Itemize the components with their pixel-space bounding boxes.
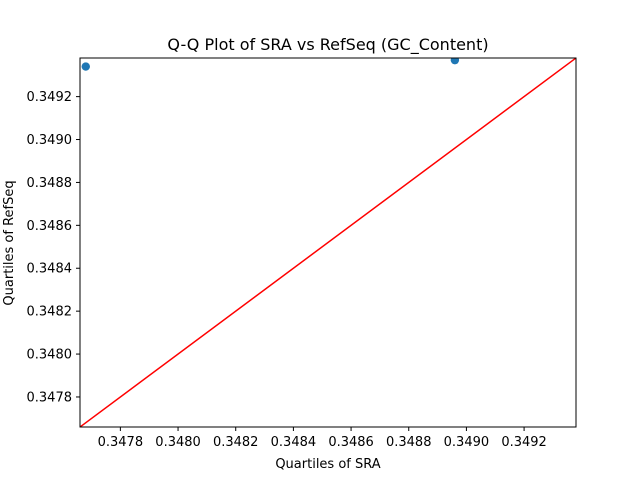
chart-title: Q-Q Plot of SRA vs RefSeq (GC_Content) — [167, 35, 488, 55]
plot-frame — [79, 57, 577, 428]
reference-line — [80, 58, 576, 427]
x-tick-label-8: 0.3492 — [501, 435, 547, 450]
x-tick-label-6: 0.3488 — [386, 435, 432, 450]
y-tick-label-2: 0.3480 — [27, 348, 73, 363]
x-axis-title: Quartiles of SRA — [275, 457, 380, 472]
y-tick-label-7: 0.3490 — [27, 133, 73, 148]
y-tick-label-6: 0.3488 — [27, 176, 73, 191]
scatter-points — [81, 58, 460, 71]
y-tick-label-5: 0.3486 — [27, 219, 73, 234]
y-tick-label-3: 0.3482 — [27, 305, 73, 320]
x-tick-label-4: 0.3484 — [271, 435, 317, 450]
x-tick-label-1: 0.3478 — [98, 435, 144, 450]
plot-area: 0.3478 0.3480 0.3482 0.3484 0.3486 0.3488 0.34… — [27, 57, 577, 450]
y-tick-label-8: 0.3492 — [27, 90, 73, 105]
y-tick-label-4: 0.3484 — [27, 262, 73, 277]
y-axis-title: Quartiles of RefSeq — [2, 180, 17, 305]
scatter-point-1 — [81, 62, 90, 71]
x-tick-label-3: 0.3482 — [213, 435, 259, 450]
scatter-point-2 — [450, 58, 460, 65]
x-tick-label-7: 0.3490 — [444, 435, 490, 450]
x-tick-label-5: 0.3486 — [328, 435, 374, 450]
x-tick-label-2: 0.3480 — [155, 435, 201, 450]
y-tick-label-1: 0.3478 — [27, 390, 73, 405]
